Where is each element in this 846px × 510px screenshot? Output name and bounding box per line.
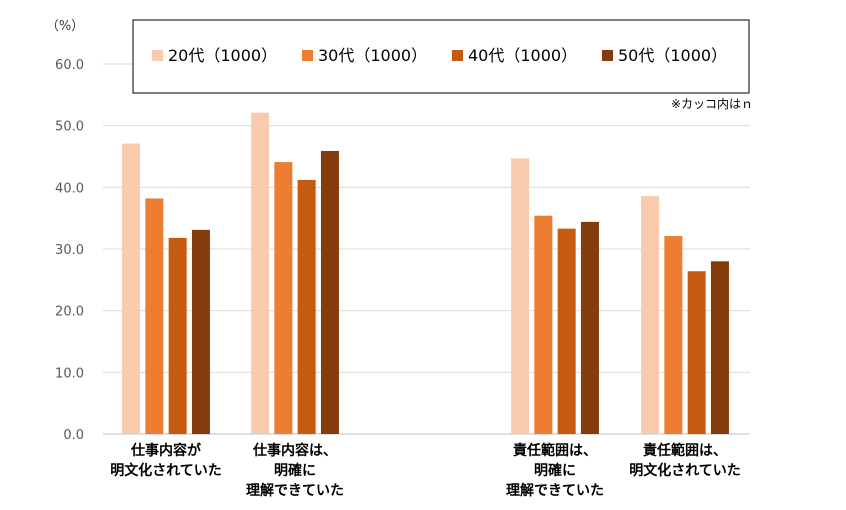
sample-size-note: ※カッコ内はｎ — [671, 97, 753, 111]
y-tick-label: 0.0 — [63, 428, 84, 443]
y-tick-label: 30.0 — [55, 243, 84, 258]
y-tick-label: 10.0 — [55, 366, 84, 381]
category-label: 明文化されていた — [110, 462, 222, 479]
y-axis-ticks: 0.0 10.0 20.0 30.0 40.0 50.0 60.0 — [55, 58, 84, 443]
bar — [145, 198, 164, 434]
y-tick-label: 20.0 — [55, 305, 84, 320]
legend-swatch — [302, 50, 313, 61]
legend-swatch — [452, 50, 463, 61]
legend-label: 40代（1000） — [468, 46, 577, 65]
category-label: 仕事内容は、 — [252, 442, 337, 459]
category-label: 理解できていた — [246, 482, 344, 499]
legend-box — [132, 19, 750, 94]
legend-swatch — [152, 50, 163, 61]
bar — [710, 261, 729, 434]
category-label: 明確に — [274, 462, 316, 479]
y-tick-label: 60.0 — [55, 58, 84, 73]
bar — [320, 150, 339, 434]
bar — [168, 237, 187, 434]
legend-label: 30代（1000） — [318, 46, 427, 65]
bar — [297, 179, 316, 434]
category-label: 責任範囲は、 — [643, 442, 727, 459]
category-label: 責任範囲は、 — [513, 442, 597, 459]
bar — [664, 236, 683, 434]
bars — [122, 112, 729, 435]
category-label: 明確に — [534, 462, 576, 479]
bar — [511, 158, 530, 434]
category-labels: 仕事内容が明文化されていた仕事内容は、明確に理解できていた責任範囲は、明確に理解… — [110, 442, 741, 499]
bar — [641, 195, 660, 434]
legend-swatch — [602, 50, 613, 61]
bar — [580, 221, 599, 434]
bar — [122, 143, 141, 435]
bar — [191, 229, 210, 434]
y-tick-label: 40.0 — [55, 181, 84, 196]
legend: 20代（1000） 30代（1000） 40代（1000） 50代（1000） — [132, 19, 750, 94]
category-label: 明文化されていた — [629, 462, 741, 479]
bar — [557, 228, 576, 434]
category-label: 仕事内容が — [130, 442, 202, 459]
legend-label: 20代（1000） — [168, 46, 277, 65]
legend-label: 50代（1000） — [618, 46, 727, 65]
bar — [251, 112, 270, 434]
bar — [687, 271, 706, 434]
bar — [534, 215, 553, 434]
bar — [274, 162, 293, 435]
y-tick-label: 50.0 — [55, 120, 84, 135]
y-axis-unit: （%） — [46, 19, 84, 34]
category-label: 理解できていた — [506, 482, 604, 499]
